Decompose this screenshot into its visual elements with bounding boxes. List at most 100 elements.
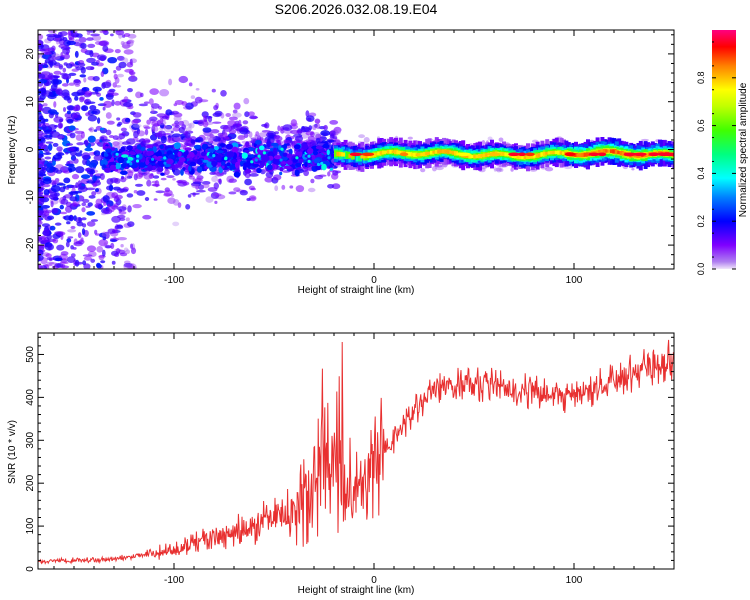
noise-blob [329, 120, 339, 125]
noise-core-blob [307, 147, 314, 155]
noise-blob [312, 143, 317, 147]
noise-core-blob [159, 144, 164, 149]
noise-blob [170, 130, 174, 134]
signal-band-cell [410, 152, 415, 157]
noise-blob [103, 100, 113, 108]
noise-core-blob [229, 164, 237, 170]
noise-blob [79, 74, 87, 78]
y-tick-label: 20 [25, 48, 36, 60]
noise-blob [84, 167, 91, 172]
noise-core-blob [211, 160, 216, 166]
noise-blob [220, 90, 227, 97]
halo-blob [432, 166, 437, 172]
noise-blob [270, 139, 275, 143]
signal-hotspot [517, 152, 527, 157]
noise-blob [39, 115, 44, 121]
noise-blob [207, 134, 216, 140]
noise-core-blob [154, 163, 159, 167]
signal-band-cell [581, 152, 586, 158]
noise-blob [72, 247, 77, 250]
signal-band-cell [521, 155, 526, 160]
noise-blob [108, 184, 114, 192]
signal-band-cell [499, 151, 504, 156]
noise-blob [102, 236, 107, 241]
noise-blob [171, 133, 182, 138]
noise-blob [173, 103, 178, 107]
noise-blob [242, 120, 249, 125]
noise-blob [159, 122, 165, 129]
noise-blob [56, 244, 65, 251]
signal-band-cell [365, 154, 370, 159]
noise-core-blob [293, 144, 301, 150]
noise-blob [38, 73, 46, 79]
noise-blob [127, 205, 132, 213]
noise-blob [75, 152, 83, 157]
noise-blob [82, 254, 93, 257]
noise-core-blob [266, 164, 273, 171]
noise-blob [65, 143, 74, 146]
signal-band-cell [528, 155, 533, 159]
noise-blob [66, 256, 76, 263]
noise-blob [119, 188, 129, 193]
noise-hotspot [316, 162, 321, 167]
noise-hotspot [280, 147, 284, 151]
noise-blob [246, 198, 251, 201]
noise-blob [155, 190, 165, 194]
signal-band-cell [389, 149, 394, 154]
noise-blob [118, 133, 126, 140]
noise-blob [99, 97, 104, 101]
noise-core-blob [136, 144, 142, 150]
noise-core-blob [140, 146, 146, 152]
noise-blob [220, 112, 225, 119]
noise-blob [51, 45, 56, 52]
noise-blob [222, 124, 233, 132]
noise-blob [50, 79, 60, 85]
noise-blob [164, 169, 170, 176]
noise-blob [70, 32, 80, 38]
noise-blob [136, 190, 146, 196]
signal-band-cell [533, 154, 538, 158]
halo-blob [334, 138, 341, 144]
noise-core-blob [221, 165, 225, 169]
signal-band-cell [552, 150, 557, 155]
noise-blob [99, 173, 105, 180]
noise-blob [233, 102, 241, 110]
signal-band-cell [384, 150, 389, 154]
noise-blob [70, 225, 76, 230]
noise-blob [40, 205, 51, 209]
y-tick-label: 0 [25, 566, 36, 572]
y-tick-label: 0 [25, 146, 36, 152]
noise-blob [121, 44, 131, 49]
noise-blob [211, 88, 216, 93]
signal-band-cell [451, 150, 456, 155]
colorbar-tick-label: 0.4 [696, 167, 706, 180]
noise-blob [233, 187, 241, 193]
noise-blob [120, 176, 127, 183]
noise-blob [159, 118, 164, 124]
noise-blob [65, 205, 73, 213]
noise-blob [103, 242, 107, 246]
noise-blob [228, 191, 237, 195]
noise-blob [108, 135, 115, 138]
noise-blob [244, 178, 253, 186]
noise-blob [290, 119, 297, 127]
noise-blob [130, 243, 133, 249]
signal-band-cell [602, 148, 607, 154]
halo-blob [358, 134, 365, 139]
noise-blob [53, 101, 57, 108]
signal-band-cell [391, 150, 396, 154]
noise-blob [313, 132, 321, 140]
noise-blob [176, 136, 181, 144]
noise-core-blob [272, 147, 278, 155]
noise-blob [78, 36, 87, 43]
noise-blob [75, 166, 85, 174]
noise-blob [52, 142, 59, 147]
noise-blob [118, 61, 127, 69]
signal-hotspot [508, 152, 520, 157]
signal-band-cell [574, 153, 578, 157]
noise-blob [213, 105, 219, 111]
colorbar-tick-label: 0.2 [696, 215, 706, 228]
noise-core-blob [166, 158, 174, 165]
signal-band-cell [398, 150, 403, 155]
noise-blob [106, 120, 115, 125]
